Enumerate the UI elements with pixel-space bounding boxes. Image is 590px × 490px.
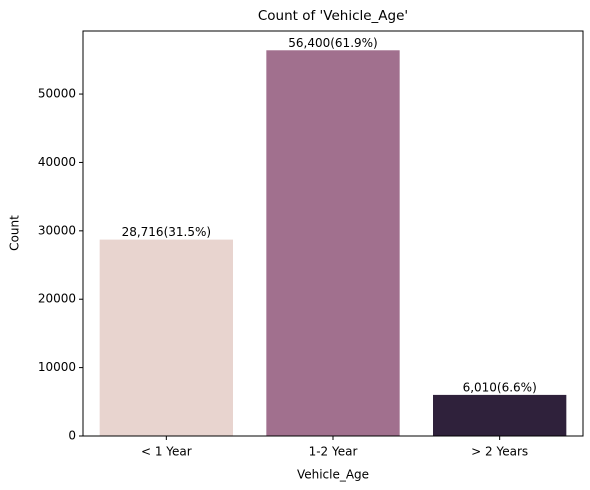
x-axis-label: Vehicle_Age xyxy=(297,468,369,482)
y-tick-label: 10000 xyxy=(38,360,76,374)
bar xyxy=(99,239,234,436)
value-label: 56,400(61.9%) xyxy=(288,36,377,50)
x-tick-label: > 2 Years xyxy=(471,445,528,459)
value-label: 28,716(31.5%) xyxy=(122,225,211,239)
y-tick-label: 30000 xyxy=(38,223,76,237)
y-axis-label: Count xyxy=(8,215,22,251)
y-tick-label: 0 xyxy=(68,429,76,443)
y-tick-label: 40000 xyxy=(38,155,76,169)
chart-title: Count of 'Vehicle_Age' xyxy=(258,8,408,24)
y-tick-label: 20000 xyxy=(38,292,76,306)
x-tick-label: < 1 Year xyxy=(141,445,192,459)
axes-frame xyxy=(82,30,584,437)
x-tick-label: 1-2 Year xyxy=(309,445,358,459)
plot: 0 10000 20000 30000 40000 50000 28,716(31.5%) <… xyxy=(38,36,567,459)
value-label: 6,010(6.6%) xyxy=(463,380,537,394)
bar xyxy=(433,394,567,436)
y-tick-label: 50000 xyxy=(38,87,76,101)
bar xyxy=(266,50,400,437)
